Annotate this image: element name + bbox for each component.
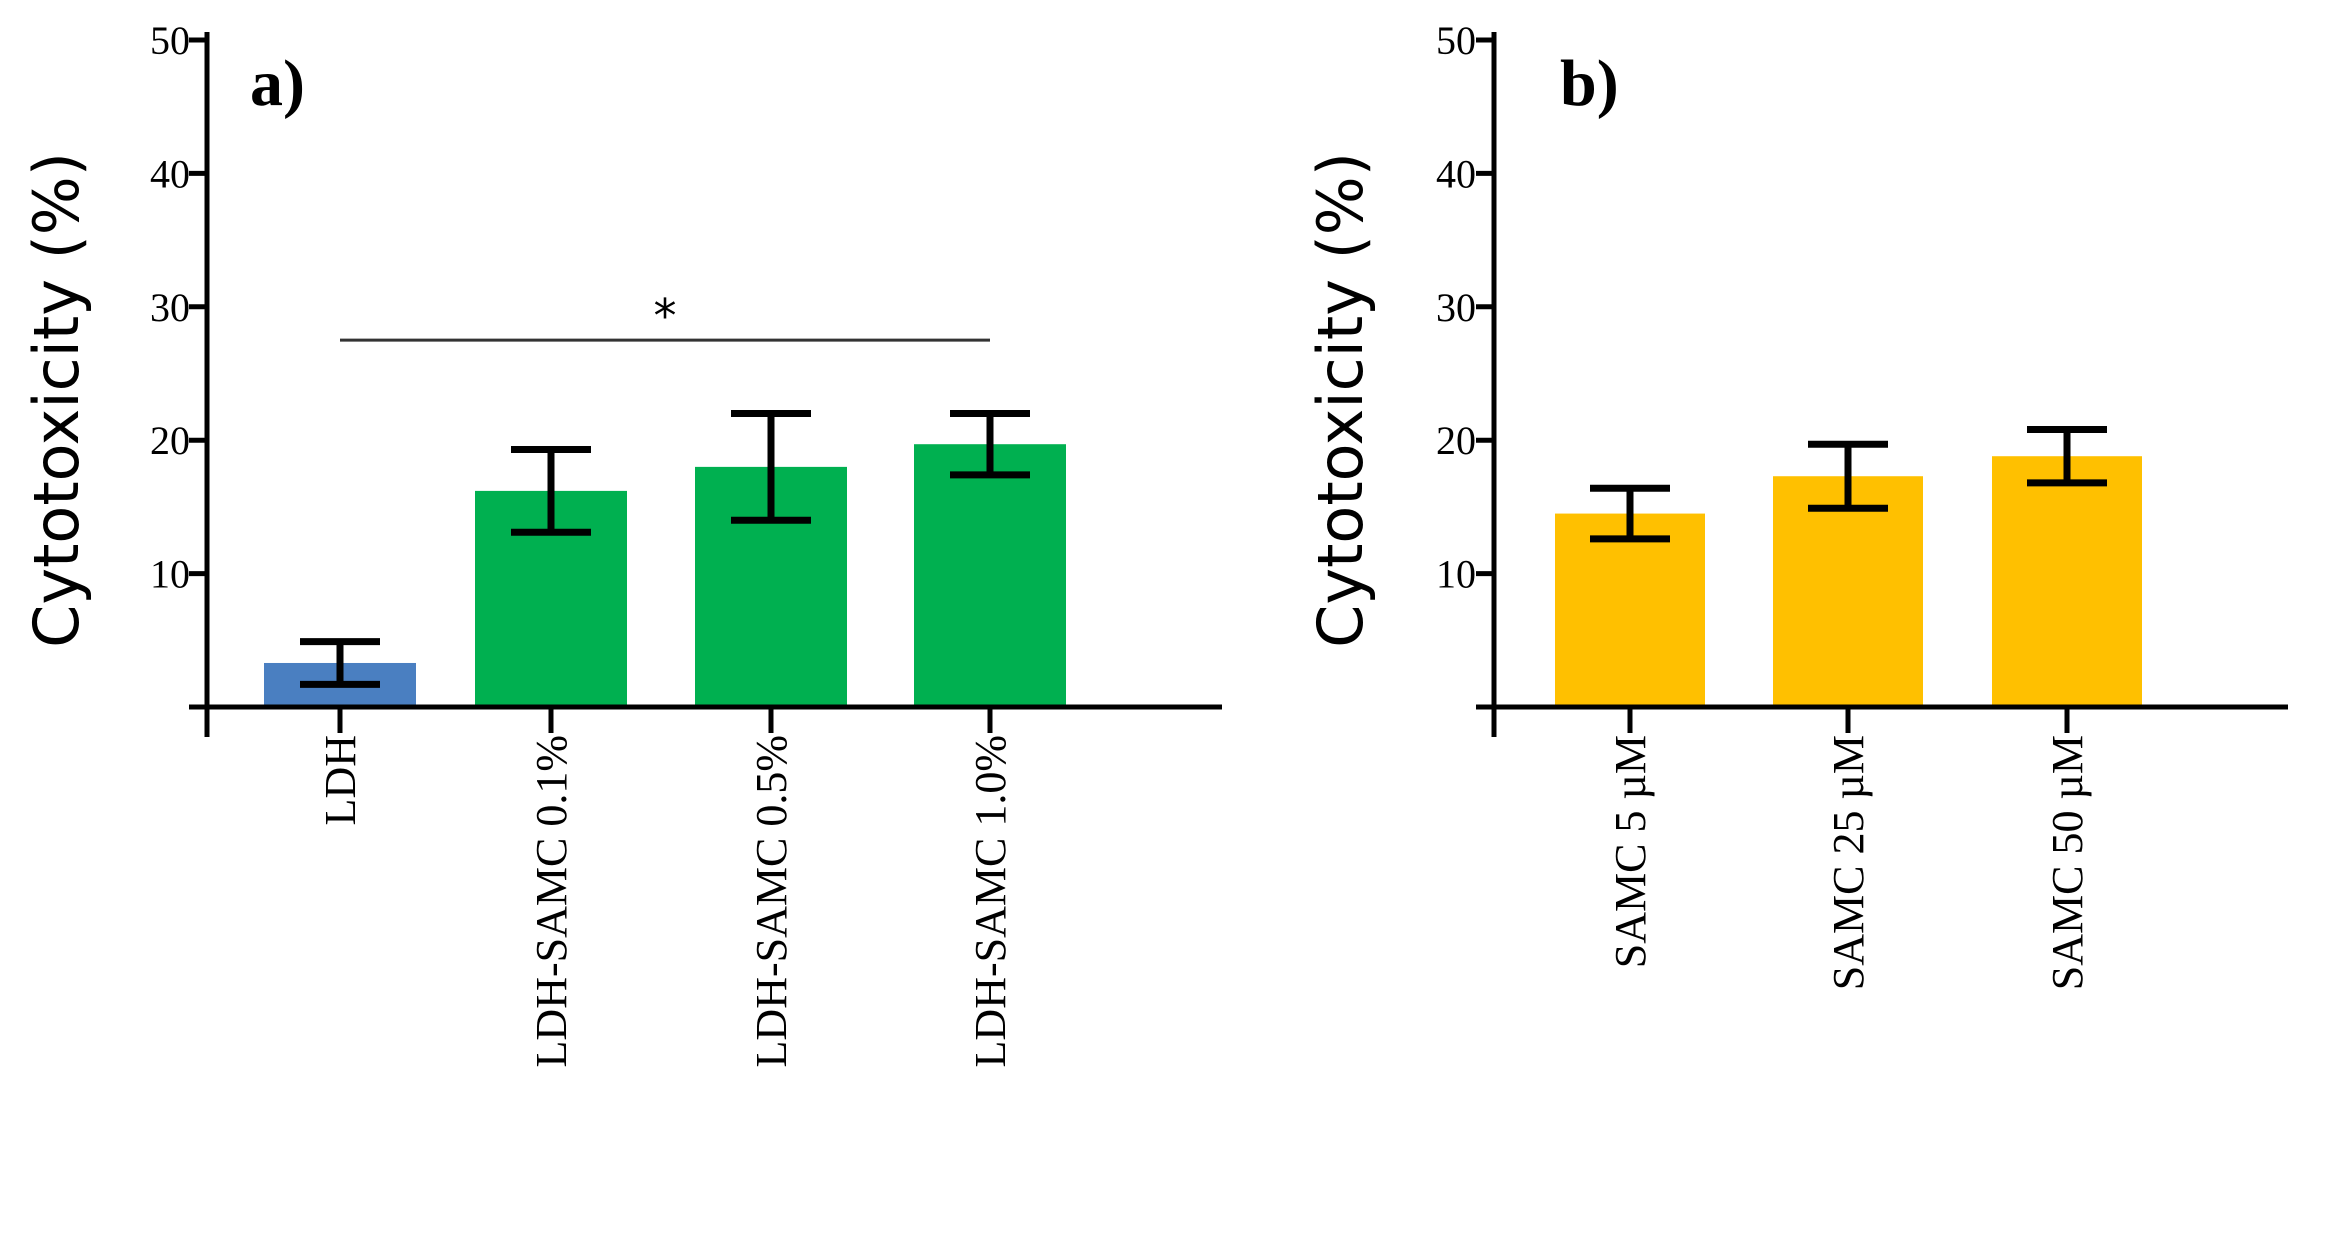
significance-marker: * [654, 289, 677, 343]
y-tick-label: 30 [1436, 285, 1476, 330]
y-axis-title: Cytotoxicity (%) [1304, 152, 1377, 648]
bar-b-1 [1555, 513, 1705, 707]
chart-panel-a: 10 20 30 40 50 LDH LDH-SAMC 0.1% LDH-SAMC 0.5% L… [20, 18, 1222, 1067]
error-bar-a-4 [950, 410, 1030, 479]
y-axis-title: Cytotoxicity (%) [20, 152, 93, 648]
x-category-label: LDH-SAMC 0.1% [527, 735, 576, 1067]
error-bar-a-2 [511, 446, 591, 536]
error-bar-b-2 [1808, 440, 1888, 512]
y-tick-label: 30 [150, 285, 190, 330]
error-bar-a-1 [300, 638, 380, 688]
x-category-label: LDH-SAMC 0.5% [747, 735, 796, 1067]
bar-a-4 [914, 444, 1066, 707]
x-category-label: SAMC 25 µM [1824, 735, 1873, 990]
y-tick-label: 50 [1436, 18, 1476, 63]
y-tick-label: 50 [150, 18, 190, 63]
y-tick-label: 10 [150, 552, 190, 597]
y-tick-label: 40 [150, 151, 190, 196]
error-bar-a-3 [731, 410, 811, 524]
chart-panel-b: 10 20 30 40 50 SAMC 5 µM SAMC 25 µM SAMC 50 µM C… [1304, 18, 2288, 990]
bar-b-2 [1773, 476, 1923, 707]
x-category-label: LDH-SAMC 1.0% [966, 735, 1015, 1067]
x-category-label: SAMC 5 µM [1606, 735, 1655, 968]
x-category-label: LDH [316, 735, 365, 825]
x-category-label: SAMC 50 µM [2043, 735, 2092, 990]
error-bar-b-3 [2027, 426, 2107, 487]
y-tick-label: 20 [150, 418, 190, 463]
bar-b-3 [1992, 456, 2142, 707]
y-tick-label: 20 [1436, 418, 1476, 463]
y-tick-label: 10 [1436, 552, 1476, 597]
y-tick-label: 40 [1436, 151, 1476, 196]
error-bar-b-1 [1590, 484, 1670, 543]
panel-label: a) [250, 47, 305, 120]
panel-label: b) [1560, 47, 1619, 120]
